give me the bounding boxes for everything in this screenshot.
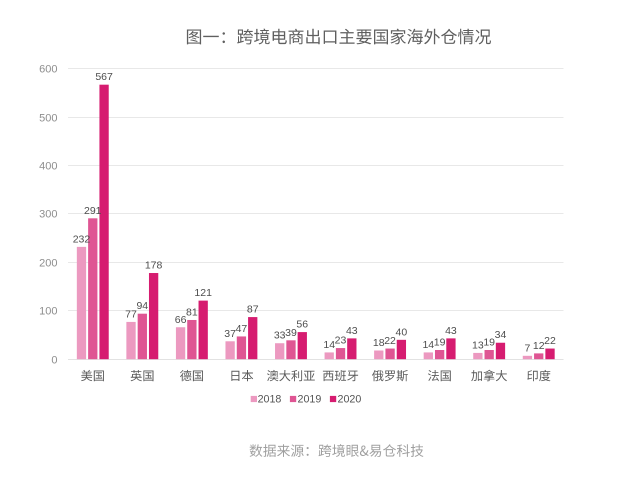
svg-text:22: 22	[544, 335, 556, 347]
svg-text:43: 43	[346, 325, 358, 337]
svg-text:18: 18	[373, 337, 385, 349]
svg-text:200: 200	[39, 258, 57, 270]
svg-text:14: 14	[422, 339, 434, 351]
svg-text:600: 600	[39, 64, 57, 76]
svg-text:400: 400	[39, 161, 57, 173]
svg-text:178: 178	[145, 260, 163, 272]
svg-text:19: 19	[483, 337, 495, 349]
svg-text:14: 14	[323, 339, 335, 351]
svg-text:7: 7	[524, 342, 530, 354]
svg-text:232: 232	[73, 233, 91, 245]
svg-text:39: 39	[285, 327, 297, 339]
svg-text:2019: 2019	[298, 393, 322, 405]
svg-text:66: 66	[175, 314, 187, 326]
svg-text:291: 291	[84, 205, 102, 217]
svg-text:12: 12	[533, 340, 545, 352]
svg-text:40: 40	[396, 326, 408, 338]
svg-text:2018: 2018	[258, 393, 282, 405]
svg-text:94: 94	[136, 300, 148, 312]
svg-text:81: 81	[186, 306, 198, 318]
svg-text:34: 34	[495, 329, 507, 341]
svg-text:13: 13	[472, 339, 484, 351]
svg-text:19: 19	[434, 337, 446, 349]
svg-text:300: 300	[39, 209, 57, 221]
svg-text:567: 567	[95, 71, 113, 83]
svg-text:43: 43	[445, 325, 457, 337]
svg-text:121: 121	[194, 287, 212, 299]
svg-text:0: 0	[51, 355, 57, 367]
svg-text:87: 87	[247, 304, 259, 316]
svg-text:22: 22	[384, 335, 396, 347]
svg-text:37: 37	[224, 328, 236, 340]
svg-text:500: 500	[39, 113, 57, 125]
svg-text:33: 33	[274, 330, 286, 342]
svg-text:47: 47	[236, 323, 248, 335]
svg-text:2020: 2020	[338, 393, 362, 405]
svg-text:56: 56	[296, 319, 308, 331]
svg-text:77: 77	[125, 308, 137, 320]
svg-text:23: 23	[335, 335, 347, 347]
svg-text:100: 100	[39, 306, 57, 318]
